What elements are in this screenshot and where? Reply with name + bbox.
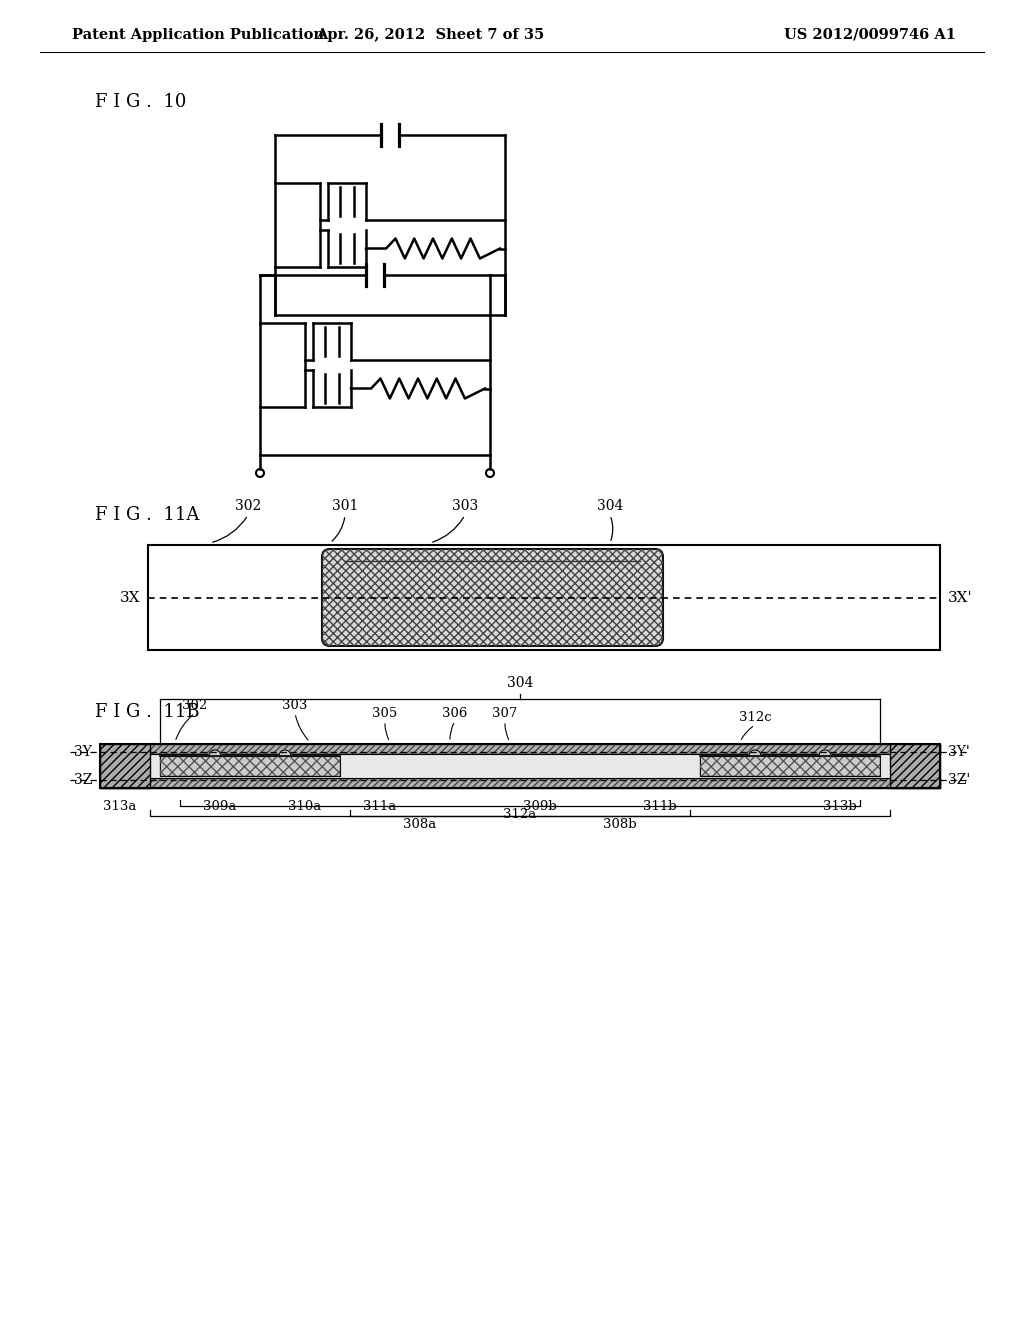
Polygon shape [819,750,831,756]
Text: 301: 301 [332,499,358,513]
Bar [160,756,340,776]
Text: 304: 304 [597,499,624,513]
Text: 308a: 308a [403,818,436,832]
Text: Apr. 26, 2012  Sheet 7 of 35: Apr. 26, 2012 Sheet 7 of 35 [315,28,544,42]
Text: 308b: 308b [603,818,637,832]
Bar [100,777,940,788]
Text: F I G .  11A: F I G . 11A [95,506,200,524]
Bar [700,756,880,776]
FancyBboxPatch shape [322,549,663,645]
Text: US 2012/0099746 A1: US 2012/0099746 A1 [784,28,956,42]
Bar [148,545,940,649]
Polygon shape [749,750,761,756]
Text: 313a: 313a [103,800,136,813]
Text: F I G .  10: F I G . 10 [95,92,186,111]
Bar [100,744,940,788]
Bar [160,756,340,776]
Polygon shape [209,750,221,756]
Bar [100,744,940,754]
Text: 309b: 309b [523,800,557,813]
Text: 3Z: 3Z [74,774,92,787]
Bar [100,744,940,754]
Bar [890,744,940,788]
Text: 311a: 311a [364,800,396,813]
Bar [700,756,880,776]
Text: 307: 307 [493,708,518,719]
Text: 303: 303 [283,700,307,711]
Text: 3Y': 3Y' [948,744,970,759]
Text: 312c: 312c [738,711,771,723]
Text: F I G .  11B: F I G . 11B [95,704,200,721]
Bar [100,754,940,777]
Text: 313b: 313b [823,800,857,813]
Text: 309a: 309a [204,800,237,813]
Bar [100,777,940,788]
Text: 303: 303 [452,499,478,513]
Text: 310a: 310a [289,800,322,813]
Bar [100,744,150,788]
Text: 3Z': 3Z' [948,774,971,787]
Text: 302: 302 [182,700,208,711]
Text: 312a: 312a [504,808,537,821]
Text: 306: 306 [442,708,468,719]
Text: 302: 302 [234,499,261,513]
Text: 311b: 311b [643,800,677,813]
Text: 304: 304 [507,676,534,690]
Polygon shape [279,750,291,756]
Text: 305: 305 [373,708,397,719]
Text: 3X': 3X' [948,590,973,605]
Text: 3X: 3X [120,590,140,605]
Text: Patent Application Publication: Patent Application Publication [72,28,324,42]
Text: 3Y: 3Y [74,744,92,759]
